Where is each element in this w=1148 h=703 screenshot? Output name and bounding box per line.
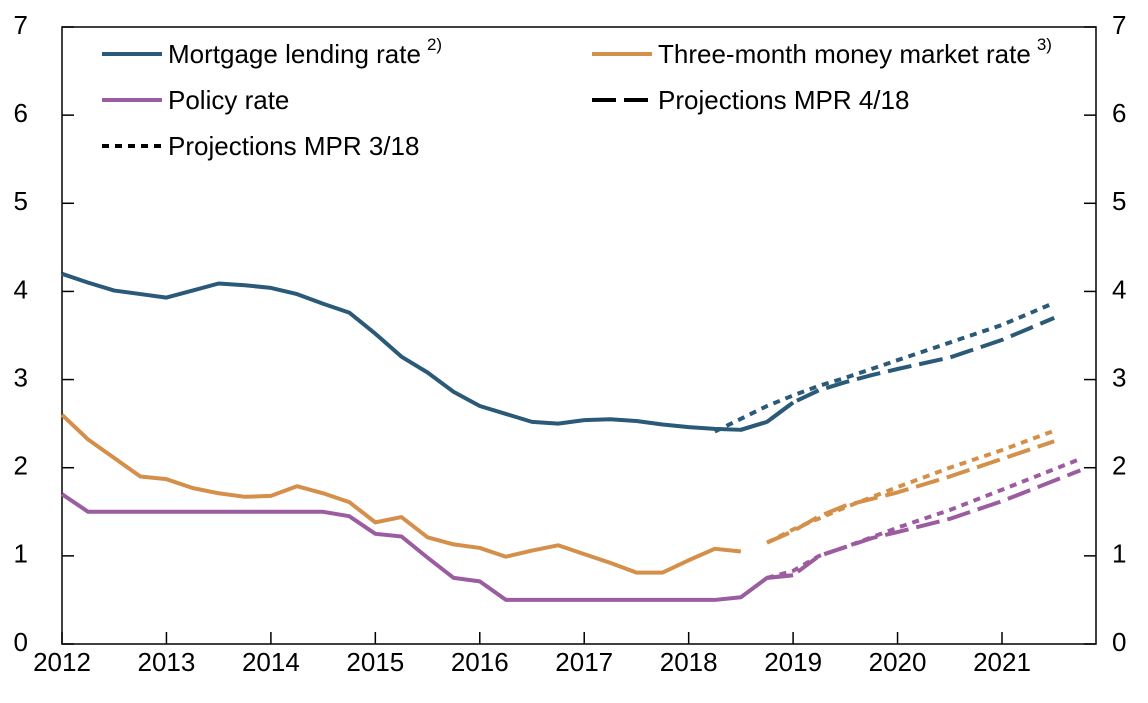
x-tick-label: 2018 [660, 647, 718, 677]
y2-tick-label: 1 [1112, 539, 1126, 569]
y-tick-label: 6 [14, 98, 28, 128]
legend-label: Three-month money market rate 3) [658, 35, 1052, 68]
y-tick-label: 0 [14, 627, 28, 657]
y-tick-label: 1 [14, 539, 28, 569]
y2-tick-label: 5 [1112, 186, 1126, 216]
y-tick-label: 5 [14, 186, 28, 216]
legend-name: Projections MPR 3/18 [168, 131, 419, 161]
legend-name: Mortgage lending rate [168, 39, 421, 69]
x-tick-label: 2013 [138, 647, 196, 677]
x-tick-label: 2015 [346, 647, 404, 677]
line [713, 301, 1055, 434]
line [766, 428, 1055, 545]
y2-tick-label: 6 [1112, 98, 1126, 128]
y2-tick-label: 7 [1112, 10, 1126, 40]
y-tick-label: 3 [14, 362, 28, 392]
x-tick-label: 2019 [764, 647, 822, 677]
legend-label: Mortgage lending rate 2) [168, 35, 442, 68]
legend-name: Policy rate [168, 85, 289, 115]
legend-label: Projections MPR 3/18 [168, 131, 419, 161]
y2-tick-label: 4 [1112, 274, 1126, 304]
line [766, 439, 1055, 545]
line [766, 457, 1082, 580]
x-tick-label: 2020 [869, 647, 927, 677]
line [61, 271, 795, 432]
line [60, 492, 794, 602]
x-tick-label: 2021 [973, 647, 1031, 677]
x-tick-label: 2016 [451, 647, 509, 677]
x-tick-label: 2012 [33, 647, 91, 677]
y-tick-label: 2 [14, 451, 28, 481]
y2-tick-label: 3 [1112, 362, 1126, 392]
x-tick-label: 2017 [555, 647, 613, 677]
x-tick-label: 2014 [242, 647, 300, 677]
legend-label: Policy rate [168, 85, 289, 115]
plot-frame [61, 26, 1097, 645]
y2-tick-label: 0 [1112, 627, 1126, 657]
legend-name: Three-month money market rate [658, 39, 1031, 69]
line [766, 468, 1082, 580]
legend-label: Projections MPR 4/18 [658, 85, 909, 115]
y2-tick-label: 2 [1112, 451, 1126, 481]
line [740, 316, 1055, 432]
y-tick-label: 4 [14, 274, 28, 304]
y-tick-label: 7 [14, 10, 28, 40]
line [60, 413, 742, 575]
legend-name: Projections MPR 4/18 [658, 85, 909, 115]
legend-note: 2) [427, 35, 442, 54]
legend-note: 3) [1037, 35, 1052, 54]
